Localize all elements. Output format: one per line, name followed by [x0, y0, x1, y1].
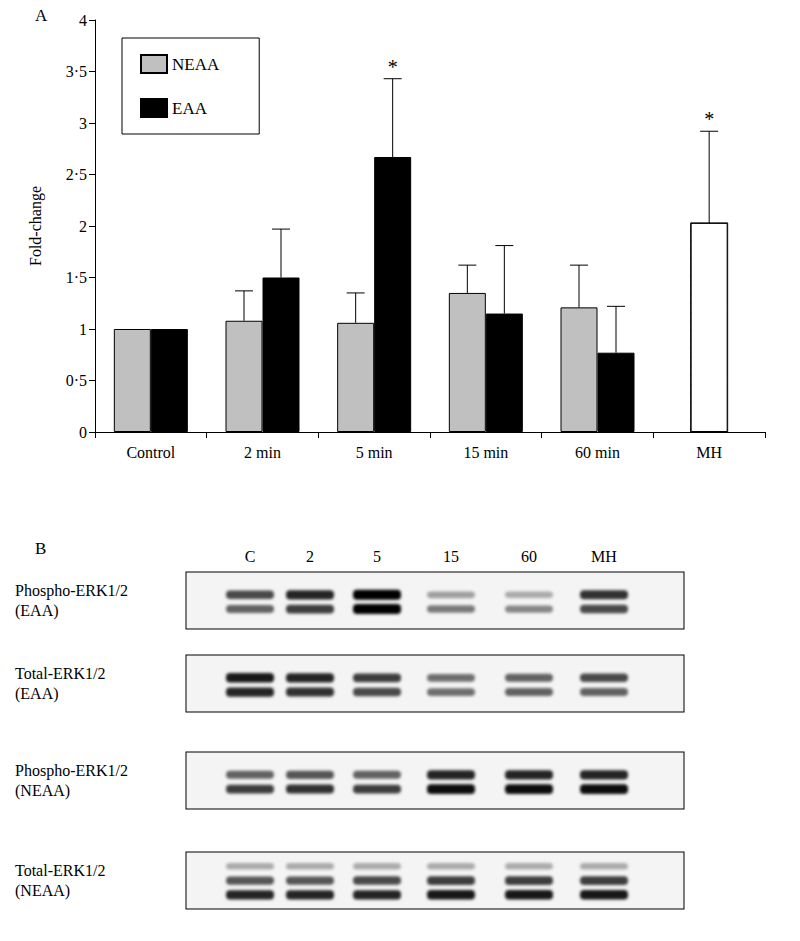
svg-text:(NEAA): (NEAA): [15, 882, 70, 900]
svg-text:Control: Control: [126, 444, 175, 461]
svg-text:(EAA): (EAA): [15, 602, 59, 620]
svg-text:1: 1: [79, 321, 87, 338]
svg-text:C: C: [245, 548, 256, 565]
svg-text:3·5: 3·5: [66, 63, 87, 80]
svg-text:Total-ERK1/2: Total-ERK1/2: [15, 665, 105, 682]
svg-text:A: A: [35, 6, 48, 25]
svg-text:EAA: EAA: [172, 99, 208, 118]
svg-text:15 min: 15 min: [463, 444, 508, 461]
svg-text:0: 0: [79, 424, 87, 441]
svg-text:60: 60: [521, 548, 537, 565]
svg-text:*: *: [704, 108, 714, 130]
svg-text:B: B: [35, 539, 46, 558]
svg-text:Phospho-ERK1/2: Phospho-ERK1/2: [15, 762, 128, 780]
svg-text:60 min: 60 min: [575, 444, 620, 461]
svg-text:2·5: 2·5: [66, 166, 87, 183]
svg-text:MH: MH: [696, 444, 722, 461]
svg-text:1·5: 1·5: [66, 269, 87, 286]
svg-text:3: 3: [79, 115, 87, 132]
svg-text:2: 2: [306, 548, 314, 565]
svg-text:4: 4: [79, 12, 87, 29]
svg-text:Fold-change: Fold-change: [27, 186, 45, 266]
svg-text:NEAA: NEAA: [172, 55, 220, 74]
svg-text:0·5: 0·5: [66, 372, 87, 389]
svg-text:2 min: 2 min: [244, 444, 281, 461]
svg-text:MH: MH: [591, 548, 617, 565]
svg-text:Phospho-ERK1/2: Phospho-ERK1/2: [15, 582, 128, 600]
svg-text:5 min: 5 min: [356, 444, 393, 461]
svg-text:*: *: [388, 56, 398, 78]
svg-text:(NEAA): (NEAA): [15, 782, 70, 800]
svg-text:2: 2: [79, 218, 87, 235]
svg-text:15: 15: [443, 548, 459, 565]
svg-text:Total-ERK1/2: Total-ERK1/2: [15, 862, 105, 879]
svg-text:5: 5: [373, 548, 381, 565]
svg-text:(EAA): (EAA): [15, 685, 59, 703]
